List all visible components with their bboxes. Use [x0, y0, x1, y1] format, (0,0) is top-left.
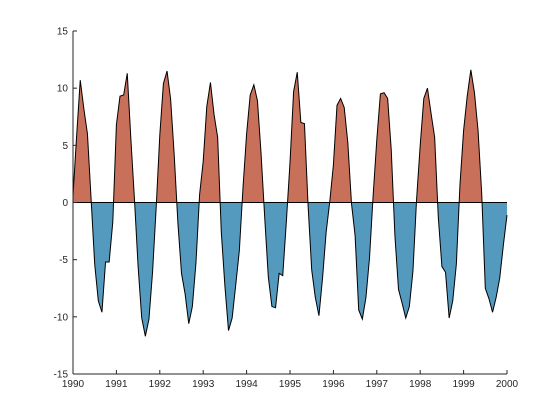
y-tick-label: -15 — [54, 370, 69, 381]
negative-area — [176, 202, 200, 324]
positive-area — [459, 69, 483, 203]
positive-area — [329, 98, 352, 203]
positive-area — [113, 73, 135, 203]
series-line-group — [72, 69, 508, 337]
positive-area — [156, 71, 177, 203]
negative-area — [134, 202, 157, 337]
x-tick-label: 1991 — [105, 379, 128, 390]
x-tick-label: 1992 — [149, 379, 172, 390]
positive-area — [242, 84, 264, 203]
y-tick-label: -5 — [59, 255, 68, 266]
negative-area — [307, 202, 330, 316]
x-tick-label: 1999 — [452, 379, 475, 390]
y-tick-label: 15 — [57, 27, 69, 38]
y-tick-label: 10 — [57, 84, 69, 95]
negative-area — [482, 202, 507, 313]
positive-area — [199, 82, 221, 203]
positive-area — [372, 92, 394, 203]
x-tick-label: 1993 — [192, 379, 215, 390]
negative-area — [351, 202, 373, 320]
x-tick-label: 1996 — [322, 379, 345, 390]
negative-area — [220, 202, 243, 331]
area-fills — [73, 69, 507, 337]
positive-area — [287, 72, 308, 203]
y-tick-label: 5 — [62, 141, 68, 152]
negative-area — [263, 202, 288, 308]
x-tick-label: 1990 — [62, 379, 85, 390]
x-tick-label: 1997 — [366, 379, 389, 390]
y-tick-label: 0 — [62, 198, 68, 209]
x-tick-label: 1998 — [409, 379, 432, 390]
positive-area — [416, 88, 438, 203]
axes: 1990 1991 1992 1993 1994 1995 1996 1997 1998 1999… — [54, 27, 519, 391]
positive-area — [73, 80, 92, 203]
negative-area — [437, 202, 460, 318]
x-tick-label: 2000 — [496, 379, 519, 390]
x-tick-label: 1994 — [235, 379, 258, 390]
y-tick-label: -10 — [54, 312, 69, 323]
series-line — [72, 69, 508, 337]
x-tick-label: 1995 — [279, 379, 302, 390]
